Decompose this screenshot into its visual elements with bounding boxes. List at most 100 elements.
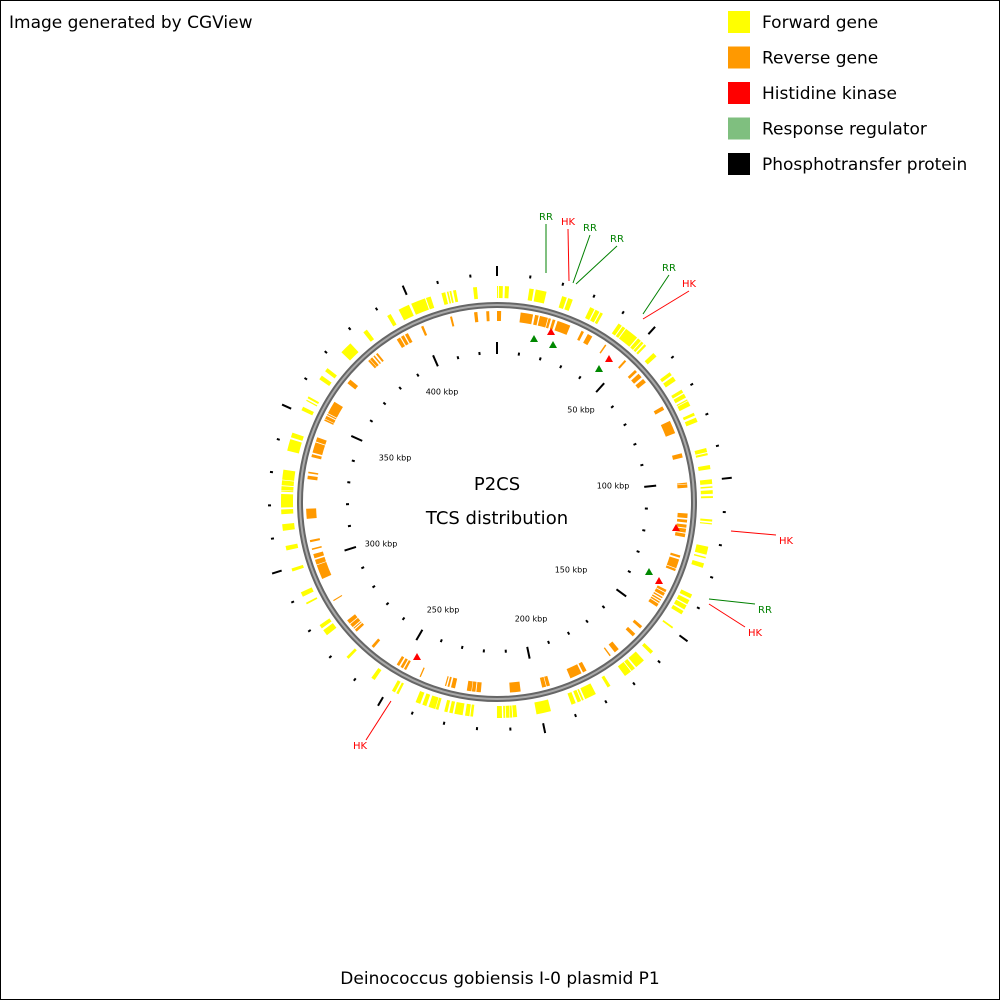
feature-leader [730, 530, 777, 536]
scale-label: 300 kbp [365, 540, 398, 549]
inner-tick [578, 375, 582, 380]
outer-tick [715, 444, 720, 448]
outer-tick [647, 326, 656, 335]
scale-label: 400 kbp [426, 388, 459, 397]
backbone-highlight [299, 304, 695, 700]
footer-caption: Deinococcus gobiensis I-0 plasmid P1 [340, 969, 659, 989]
legend-label: Forward gene [762, 13, 878, 33]
outer-tick [604, 699, 608, 704]
forward-genes [281, 286, 713, 718]
outer-tick [542, 723, 547, 734]
inner-tick [601, 605, 606, 609]
tcs-marker [605, 355, 613, 362]
outer-tick [657, 659, 661, 664]
scale-label: 100 kbp [597, 482, 630, 491]
scale-label: 150 kbp [555, 566, 588, 575]
inner-tick [416, 373, 420, 377]
feature-label: HK [748, 628, 763, 639]
outer-tick [276, 437, 281, 441]
inner-tick [627, 570, 632, 574]
inner-tick [439, 638, 443, 643]
legend-swatch [728, 11, 750, 33]
outer-tick [696, 606, 701, 610]
feature-leader [708, 603, 746, 628]
inner-tick [398, 386, 402, 390]
outer-tick [436, 280, 439, 285]
inner-tick [351, 459, 355, 463]
outer-tick [353, 677, 357, 682]
tcs-marker [549, 341, 557, 348]
tcs-marker [530, 335, 538, 342]
legend-label: Phosphotransfer protein [762, 155, 967, 175]
inner-tick [644, 484, 657, 488]
inner-tick [633, 442, 637, 446]
legend-swatch [728, 46, 750, 69]
header-title: Image generated by CGView [9, 13, 253, 33]
inner-tick [432, 354, 439, 367]
outer-tick [621, 310, 625, 315]
inner-tick [456, 355, 460, 360]
feature-leader [572, 234, 591, 284]
scale-label: 350 kbp [379, 454, 412, 463]
feature-label: RR [758, 605, 772, 616]
feature-leader [567, 228, 570, 282]
scale-label: 250 kbp [427, 606, 460, 615]
feature-label: RR [539, 212, 553, 223]
inner-tick [369, 419, 374, 423]
inner-tick [344, 545, 357, 552]
outer-tick [307, 629, 312, 633]
outer-tick [347, 326, 352, 331]
feature-label: RR [610, 234, 624, 245]
legend-label: Reverse gene [762, 49, 878, 69]
feature-leader [642, 290, 690, 320]
inner-tick [538, 357, 542, 361]
inner-tick [360, 566, 365, 570]
inner-tick [385, 602, 390, 606]
feature-label: RR [662, 263, 676, 274]
feature-label: HK [682, 279, 697, 290]
outer-tick [377, 696, 384, 707]
outer-tick [705, 412, 709, 416]
inner-tick [636, 550, 640, 553]
feature-label: HK [561, 217, 576, 228]
inner-tick [615, 588, 627, 598]
outer-tick [670, 355, 675, 359]
outer-tick [574, 713, 577, 718]
inner-tick [559, 364, 563, 369]
inner-tick [566, 631, 571, 636]
feature-leader [642, 274, 670, 315]
feature-leader [708, 598, 756, 605]
outer-tick [632, 681, 636, 686]
inner-tick [415, 629, 424, 641]
scale-label: 200 kbp [515, 615, 548, 624]
outer-tick [678, 634, 689, 643]
inner-tick [401, 616, 406, 621]
backbone [297, 302, 697, 702]
legend-swatch [728, 117, 750, 140]
outer-tick [721, 476, 732, 480]
center-title: P2CS [474, 474, 520, 495]
inner-tick [371, 584, 376, 589]
outer-tick [410, 711, 414, 715]
feature-leader [575, 245, 618, 285]
tcs-marker [547, 328, 555, 335]
outer-tick [592, 294, 596, 298]
inner-tick [585, 619, 589, 624]
tcs-marker [672, 524, 680, 531]
outer-tick [328, 655, 333, 659]
tcs-marker [595, 365, 603, 372]
outer-tick [290, 600, 295, 604]
outer-tick [709, 575, 714, 579]
legend-label: Histidine kinase [762, 84, 897, 104]
outer-tick [401, 285, 408, 296]
outer-tick [561, 282, 565, 286]
outer-tick [303, 377, 308, 381]
outer-tick [689, 382, 694, 387]
outer-tick [374, 307, 379, 311]
tcs-marker [645, 568, 653, 575]
outer-tick [442, 721, 446, 725]
inner-tick [460, 645, 464, 650]
legend-label: Response regulator [762, 120, 927, 140]
inner-tick [623, 423, 627, 427]
